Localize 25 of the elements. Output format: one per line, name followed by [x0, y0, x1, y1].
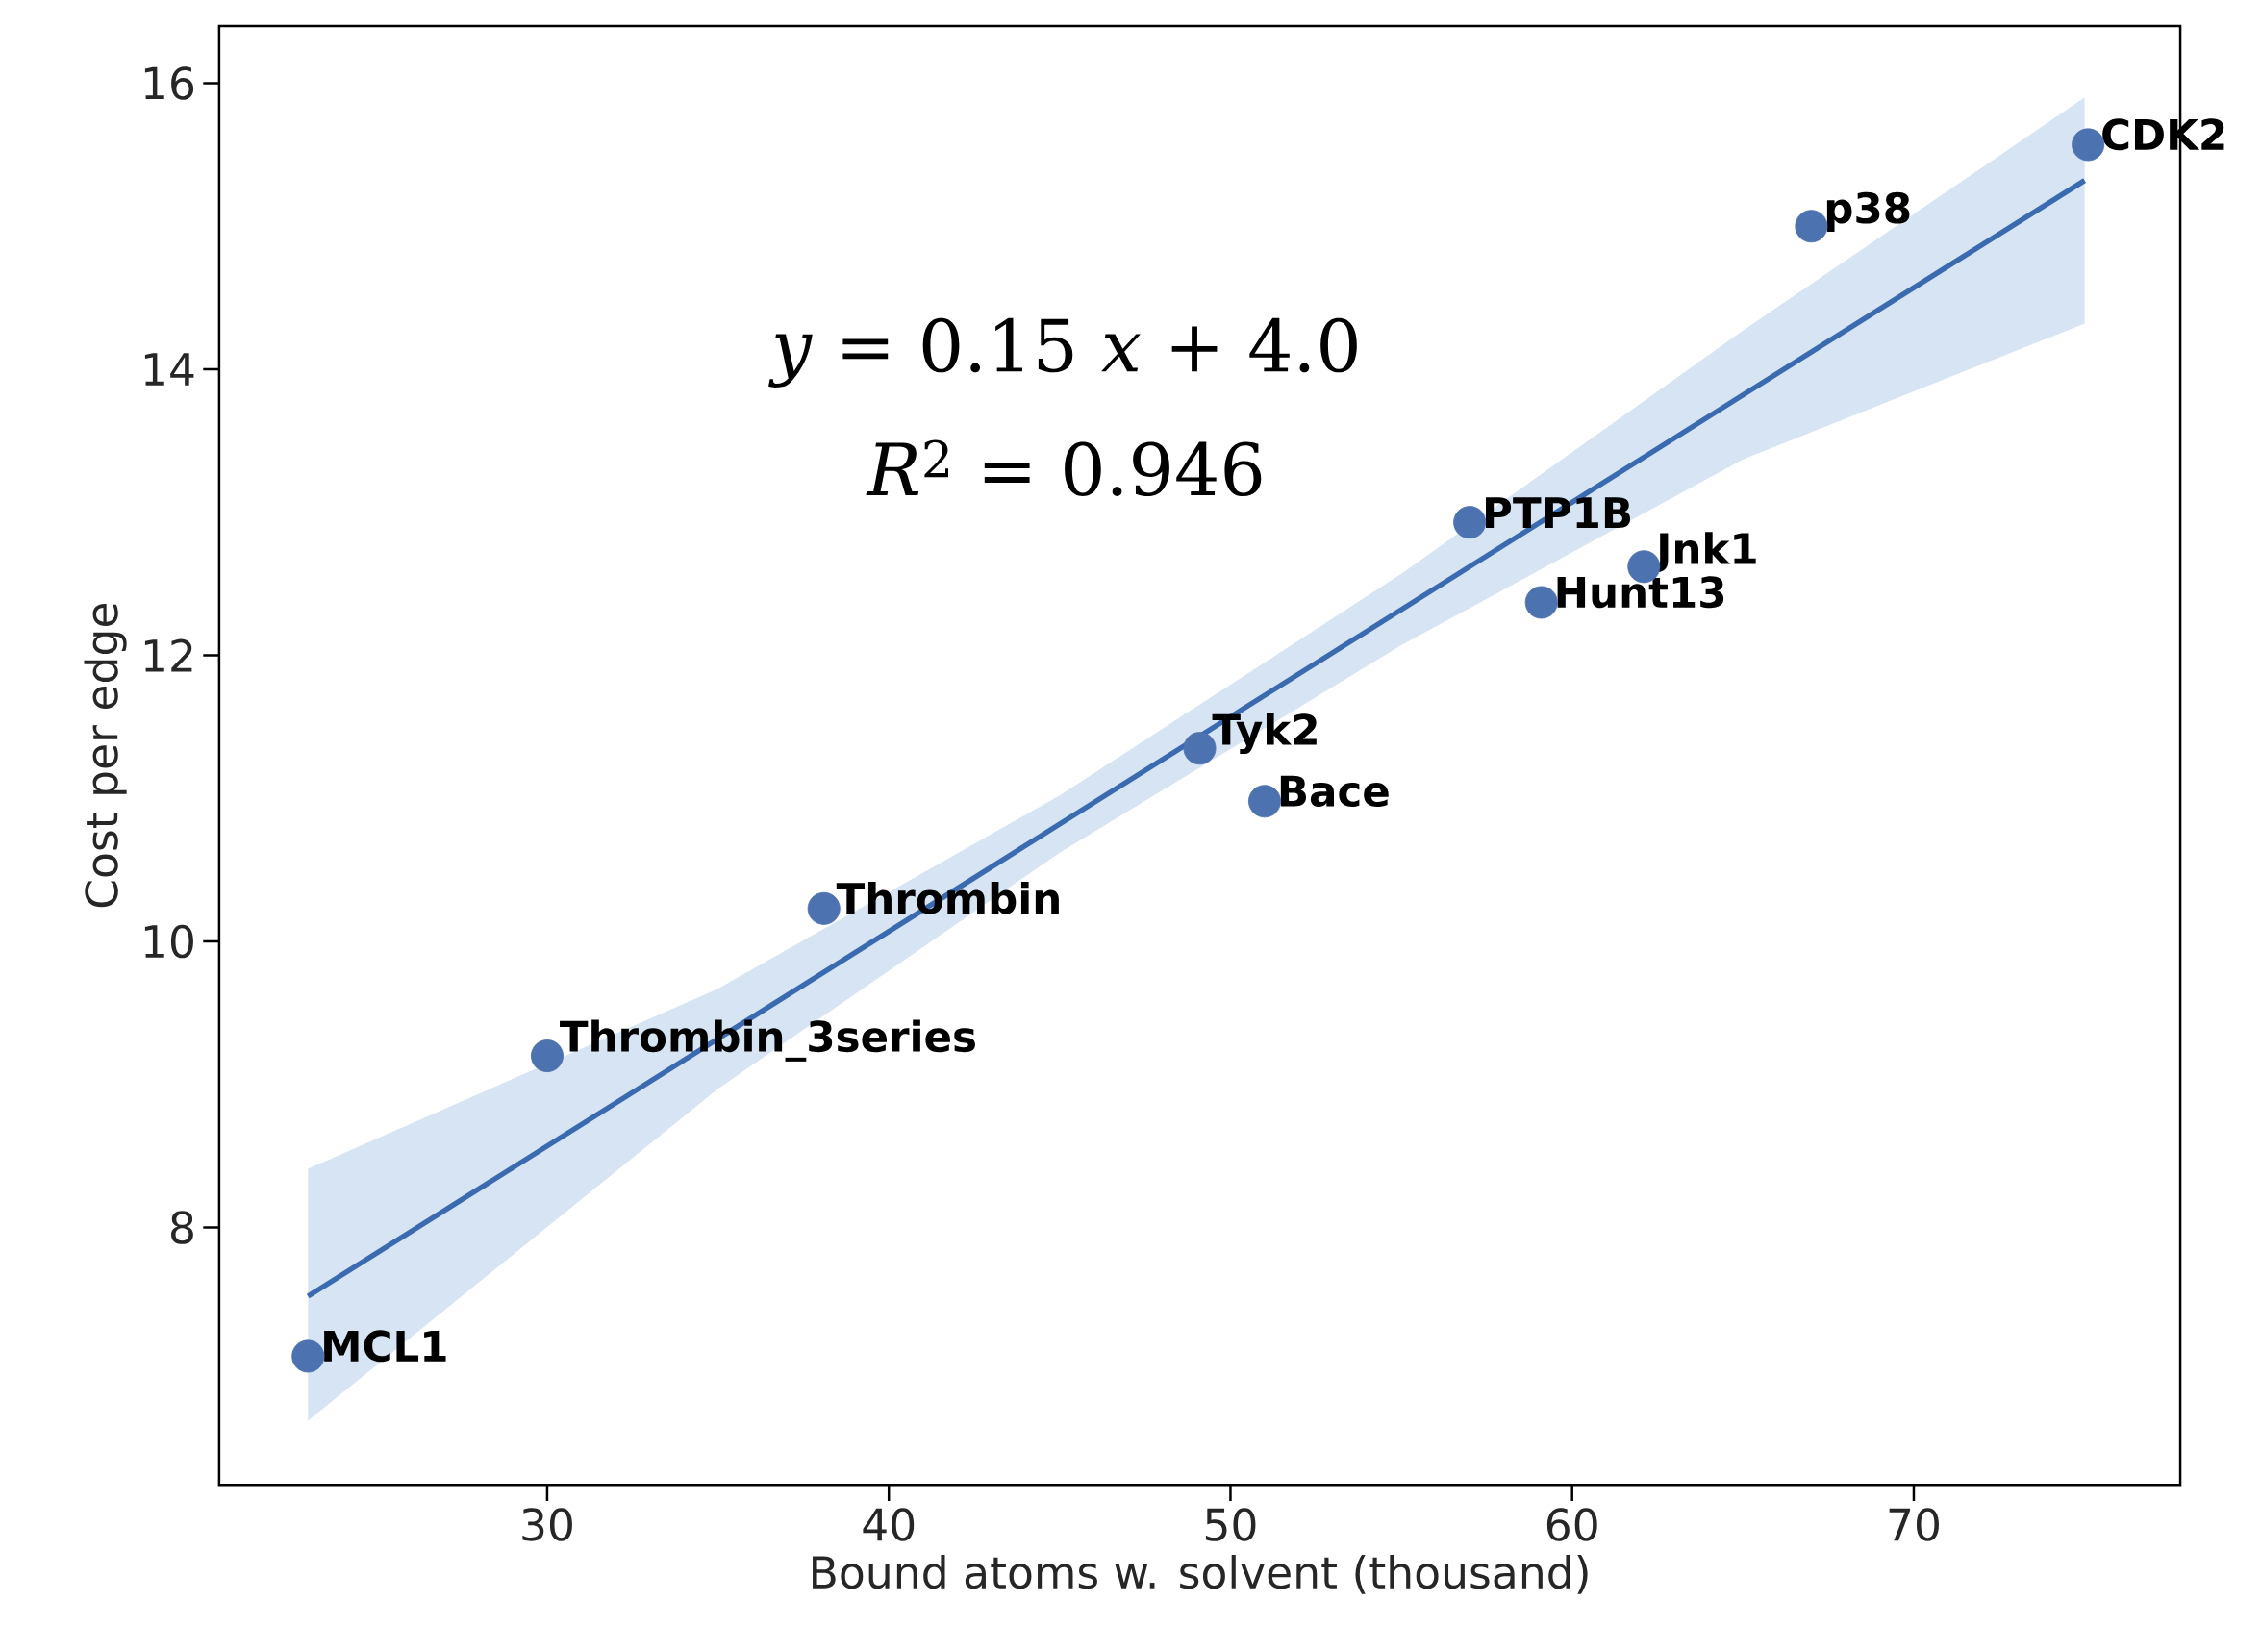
annotation: Tyk2 [1212, 713, 1317, 754]
x-tick-label: 60 [1546, 1508, 1597, 1541]
y-tick-label: 12 [144, 638, 192, 672]
annotation: p38 [1826, 191, 1910, 232]
y-tick-label: 16 [144, 66, 194, 100]
x-tick-label: 70 [1889, 1508, 1939, 1541]
annotation: Bace [1280, 775, 1389, 807]
y-tick-label: 14 [144, 353, 194, 386]
annotation: Jnk1 [1653, 532, 1756, 572]
point [1247, 785, 1282, 818]
y-tick-label: 10 [144, 924, 193, 959]
point [1453, 506, 1487, 539]
annotation: Hunt13 [1557, 576, 1724, 609]
x-tick-label: 50 [1205, 1508, 1256, 1541]
x-axis-title: Bound atoms w. solvent (thousand) [813, 1554, 1588, 1594]
point [1795, 210, 1828, 243]
annotation: y = 0.15 x + 4.0 [768, 317, 1357, 388]
y-tick-label: 8 [171, 1211, 193, 1244]
point [1524, 586, 1558, 619]
x-tick-label: 30 [522, 1508, 572, 1541]
point [291, 1339, 325, 1373]
annotation: MCL1 [324, 1330, 446, 1363]
annotation: R$^{2}$ = 0.946 [866, 439, 1262, 496]
y-axis-title: Cost per edge [84, 603, 127, 908]
x-tick-label: 40 [863, 1508, 915, 1541]
